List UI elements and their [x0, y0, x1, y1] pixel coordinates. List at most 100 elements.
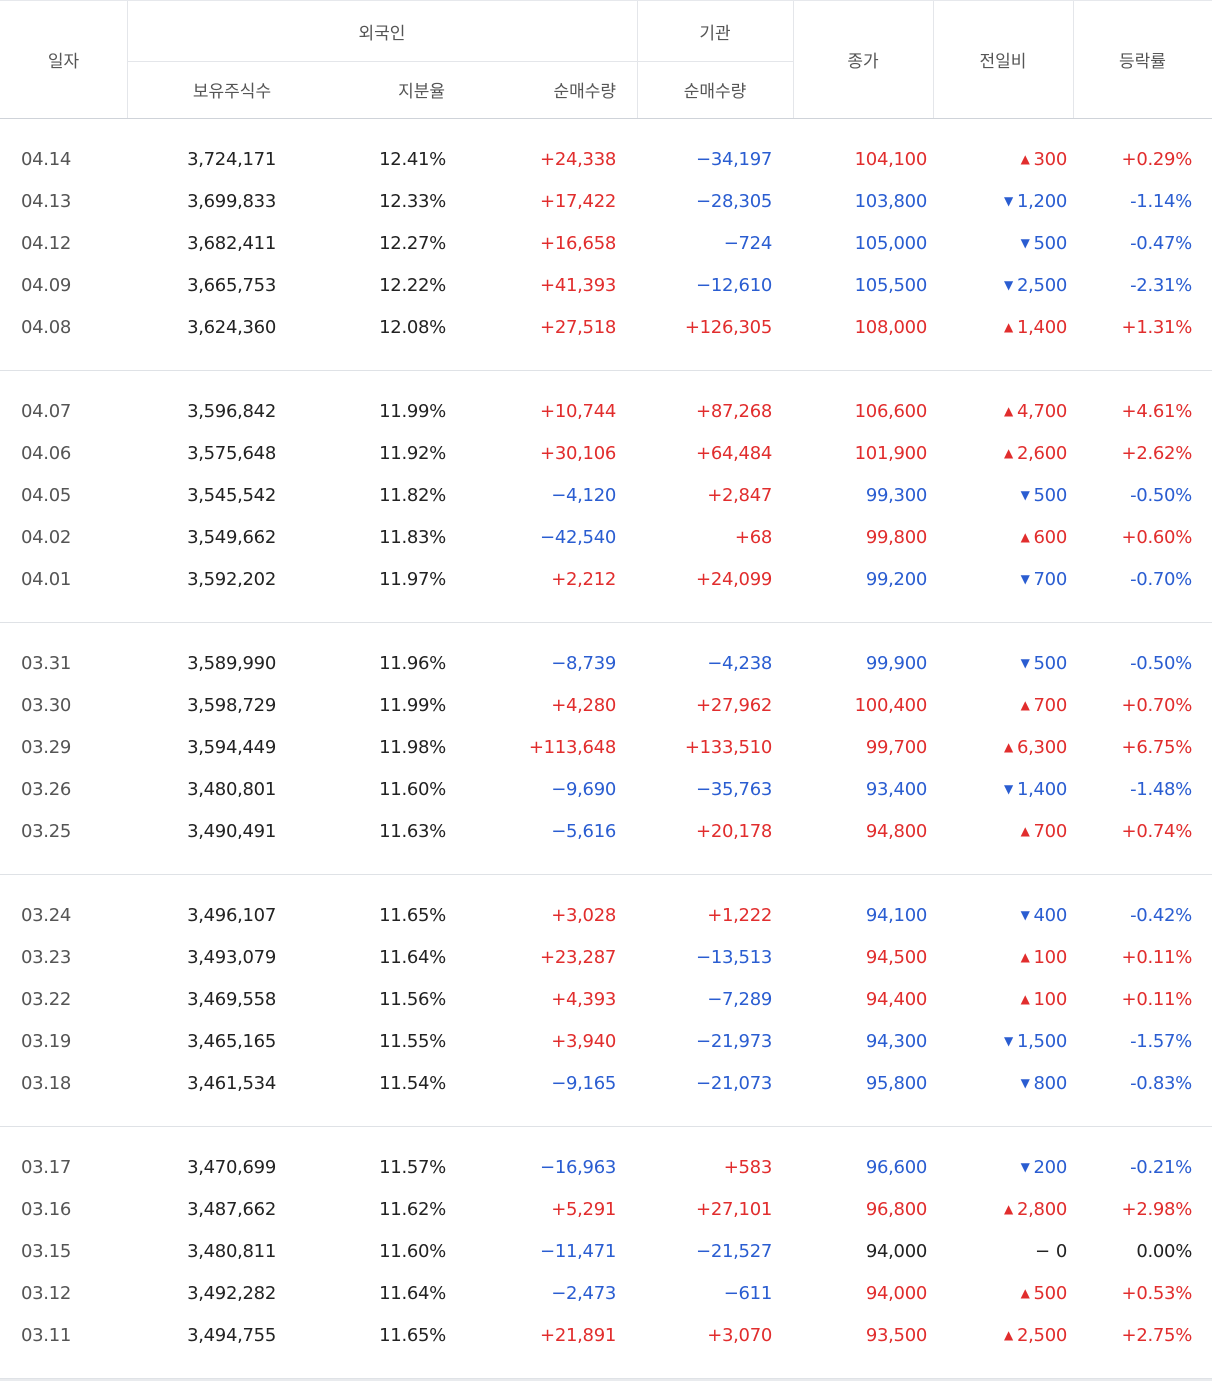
change-value: 0 [1055, 1241, 1067, 1262]
inst-net-cell: −13,513 [696, 947, 772, 968]
change-value: 100 [1033, 989, 1068, 1010]
holdings-cell: 3,596,842 [187, 401, 276, 422]
holdings-cell: 3,624,360 [187, 317, 276, 338]
table-header: 일자 외국인 기관 보유주식수 지분율 순매수량 순매수량 종가 전일비 등락률 [0, 0, 1212, 119]
ratio-cell: 11.92% [379, 443, 446, 464]
holdings-cell: 3,461,534 [187, 1073, 276, 1094]
triangle-down-icon: ▼ [1020, 488, 1030, 502]
change-cell: ▲ 6,300 [1004, 727, 1067, 769]
table-row: 04.09 3,665,753 12.22% +41,393 −12,610 105,50… [0, 265, 1212, 307]
change-value: 500 [1033, 1283, 1068, 1304]
row-group: 03.24 3,496,107 11.65% +3,028 +1,222 94,100 ▼ 4… [0, 875, 1212, 1127]
table-body: 04.14 3,724,171 12.41% +24,338 −34,197 104,10… [0, 119, 1212, 1379]
table-row: 04.07 3,596,842 11.99% +10,744 +87,268 106,60… [0, 391, 1212, 433]
foreign-net-cell: +4,393 [551, 989, 616, 1010]
header-ratio-label: 지분율 [398, 82, 445, 102]
triangle-down-icon: ▼ [1020, 1160, 1030, 1174]
rate-cell: +2.98% [1121, 1199, 1193, 1220]
change-value: 6,300 [1016, 737, 1067, 758]
holdings-cell: 3,487,662 [187, 1199, 276, 1220]
table-row: 03.17 3,470,699 11.57% −16,963 +583 96,600 ▼ 20… [0, 1147, 1212, 1189]
change-cell: ▼ 500 [1021, 223, 1068, 265]
date-cell: 04.06 [21, 443, 72, 464]
triangle-down-icon: ▼ [1004, 194, 1013, 208]
ratio-cell: 12.08% [379, 317, 446, 338]
change-cell: ▲ 2,600 [1004, 433, 1067, 475]
change-cell: ▲ 100 [1021, 979, 1068, 1021]
rate-cell: +6.75% [1121, 737, 1193, 758]
rate-cell: +0.11% [1121, 989, 1193, 1010]
inst-net-cell: −28,305 [696, 191, 772, 212]
date-cell: 03.23 [21, 947, 72, 968]
change-value: 2,500 [1016, 275, 1067, 296]
triangle-up-icon: ▲ [1004, 1202, 1013, 1216]
close-cell: 105,000 [854, 233, 928, 254]
foreign-net-cell: −9,165 [551, 1073, 616, 1094]
rate-cell: +4.61% [1121, 401, 1193, 422]
inst-net-cell: −21,527 [696, 1241, 772, 1262]
header-foreign-net: 순매수량 [487, 61, 637, 118]
rate-cell: +0.11% [1121, 947, 1193, 968]
table-row: 04.01 3,592,202 11.97% +2,212 +24,099 99,200 ▼… [0, 559, 1212, 601]
change-cell: ▼ 500 [1021, 643, 1068, 685]
inst-net-cell: −12,610 [696, 275, 772, 296]
triangle-up-icon: ▲ [1020, 824, 1030, 838]
close-cell: 94,100 [865, 905, 927, 926]
header-rate: 등락률 [1119, 52, 1166, 72]
header-subdivider [127, 61, 793, 62]
date-cell: 03.15 [21, 1241, 72, 1262]
foreign-net-cell: +4,280 [551, 695, 616, 716]
rate-cell: -0.47% [1130, 233, 1192, 254]
table-row: 04.05 3,545,542 11.82% −4,120 +2,847 99,300 ▼ 5… [0, 475, 1212, 517]
triangle-down-icon: ▼ [1020, 572, 1030, 586]
ratio-cell: 11.62% [379, 1199, 446, 1220]
rate-cell: -1.14% [1130, 191, 1192, 212]
header-change: 전일비 [979, 52, 1027, 72]
change-value: 700 [1033, 569, 1068, 590]
inst-net-cell: +126,305 [684, 317, 772, 338]
change-value: 1,400 [1016, 317, 1067, 338]
holdings-cell: 3,465,165 [187, 1031, 276, 1052]
foreign-net-cell: +2,212 [551, 569, 616, 590]
inst-net-cell: +2,847 [707, 485, 772, 506]
rate-cell: 0.00% [1136, 1241, 1192, 1262]
date-cell: 03.22 [21, 989, 72, 1010]
change-value: 2,500 [1016, 1325, 1067, 1346]
foreign-net-cell: +5,291 [551, 1199, 616, 1220]
change-value: 2,600 [1016, 443, 1067, 464]
holdings-cell: 3,594,449 [187, 737, 276, 758]
date-cell: 04.09 [21, 275, 72, 296]
close-cell: 94,800 [865, 821, 927, 842]
close-cell: 100,400 [854, 695, 928, 716]
triangle-up-icon: ▲ [1004, 446, 1013, 460]
table-row: 03.29 3,594,449 11.98% +113,648 +133,510 99,7… [0, 727, 1212, 769]
close-cell: 94,000 [865, 1283, 927, 1304]
foreign-net-cell: +27,518 [540, 317, 616, 338]
close-cell: 96,800 [865, 1199, 927, 1220]
close-cell: 94,300 [865, 1031, 927, 1052]
date-cell: 04.13 [21, 191, 72, 212]
holdings-cell: 3,493,079 [187, 947, 276, 968]
row-group: 04.07 3,596,842 11.99% +10,744 +87,268 106,60… [0, 371, 1212, 623]
inst-net-cell: +24,099 [696, 569, 772, 590]
inst-net-cell: −7,289 [707, 989, 772, 1010]
date-cell: 04.02 [21, 527, 72, 548]
foreign-net-cell: +30,106 [540, 443, 616, 464]
date-cell: 03.11 [21, 1325, 72, 1346]
table-row: 03.15 3,480,811 11.60% −11,471 −21,527 94,000… [0, 1231, 1212, 1273]
inst-net-cell: +68 [734, 527, 772, 548]
rate-cell: -0.21% [1130, 1157, 1192, 1178]
close-cell: 93,400 [865, 779, 927, 800]
date-cell: 03.12 [21, 1283, 72, 1304]
ratio-cell: 11.65% [379, 1325, 446, 1346]
header-inst-net: 순매수량 [683, 82, 747, 102]
foreign-net-cell: −2,473 [551, 1283, 616, 1304]
change-cell: −0 [1035, 1231, 1067, 1273]
table-row: 03.22 3,469,558 11.56% +4,393 −7,289 94,400 ▲ 1… [0, 979, 1212, 1021]
inst-net-cell: −21,073 [696, 1073, 772, 1094]
close-cell: 99,800 [865, 527, 927, 548]
triangle-up-icon: ▲ [1004, 1328, 1013, 1342]
table-row: 04.12 3,682,411 12.27% +16,658 −724 105,000 ▼ 5… [0, 223, 1212, 265]
holdings-cell: 3,496,107 [187, 905, 276, 926]
date-cell: 03.17 [21, 1157, 72, 1178]
